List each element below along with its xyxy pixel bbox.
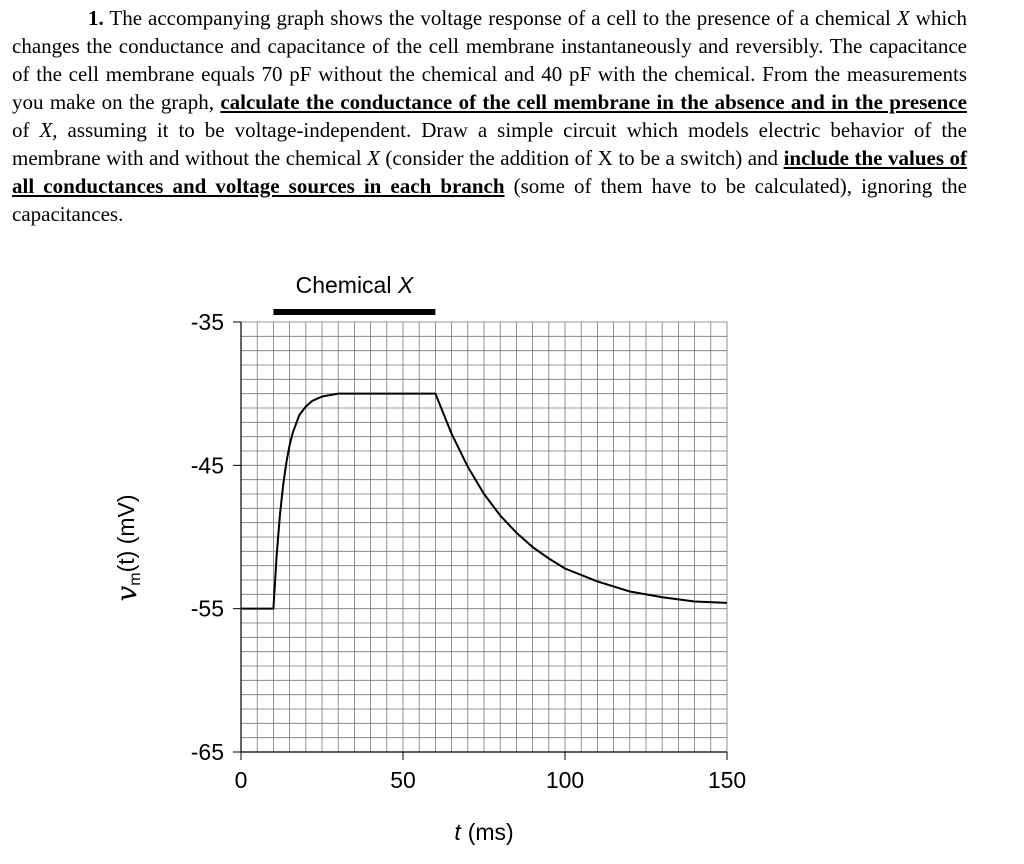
chemical-bar — [273, 309, 436, 315]
x-axis-label: t (ms) — [454, 819, 513, 845]
text-segment: X — [896, 6, 910, 30]
text-segment: assuming it to be voltage-independent. D… — [12, 118, 967, 170]
y-axis-label: vm(t) (mV) — [110, 494, 145, 601]
text-segment: (consider the addition of X to be a swit… — [379, 146, 784, 170]
x-label-symbol: t — [454, 819, 462, 845]
x-tick-label: 50 — [390, 767, 416, 793]
text-segment: 1. — [88, 6, 104, 30]
text-segment: (some of them have to be calculated), ig… — [12, 174, 967, 226]
y-label-subscript: m — [127, 572, 144, 585]
x-label-unit: (ms) — [468, 819, 514, 845]
text-segment: The accompanying graph shows the voltage… — [103, 6, 897, 30]
annotation-label: Chemical X — [296, 272, 415, 298]
y-tick-label: -65 — [191, 739, 224, 765]
y-tick-label: -45 — [191, 452, 224, 478]
x-tick-label: 150 — [708, 767, 746, 793]
text-segment: calculate the conductance of the cell me… — [220, 90, 968, 114]
y-tick-label: -35 — [191, 309, 224, 335]
text-segment: X, — [39, 118, 58, 142]
y-label-rest: (t) (mV) — [113, 494, 139, 572]
x-tick-label: 100 — [546, 767, 584, 793]
problem-text: 1. The accompanying graph shows the volt… — [12, 4, 967, 228]
data-line — [241, 392, 728, 610]
y-label-symbol: v — [110, 586, 143, 602]
x-tick-label: 0 — [235, 767, 248, 793]
text-segment: of — [12, 118, 40, 142]
annotation-text: Chemical — [296, 272, 398, 298]
text-segment: include the values of all conductances a… — [12, 146, 968, 198]
annotation-italic: X — [397, 272, 415, 298]
y-tick-label: -55 — [191, 596, 224, 622]
text-segment: X — [367, 146, 380, 170]
text-segment: which changes the conductance and capaci… — [12, 6, 968, 114]
